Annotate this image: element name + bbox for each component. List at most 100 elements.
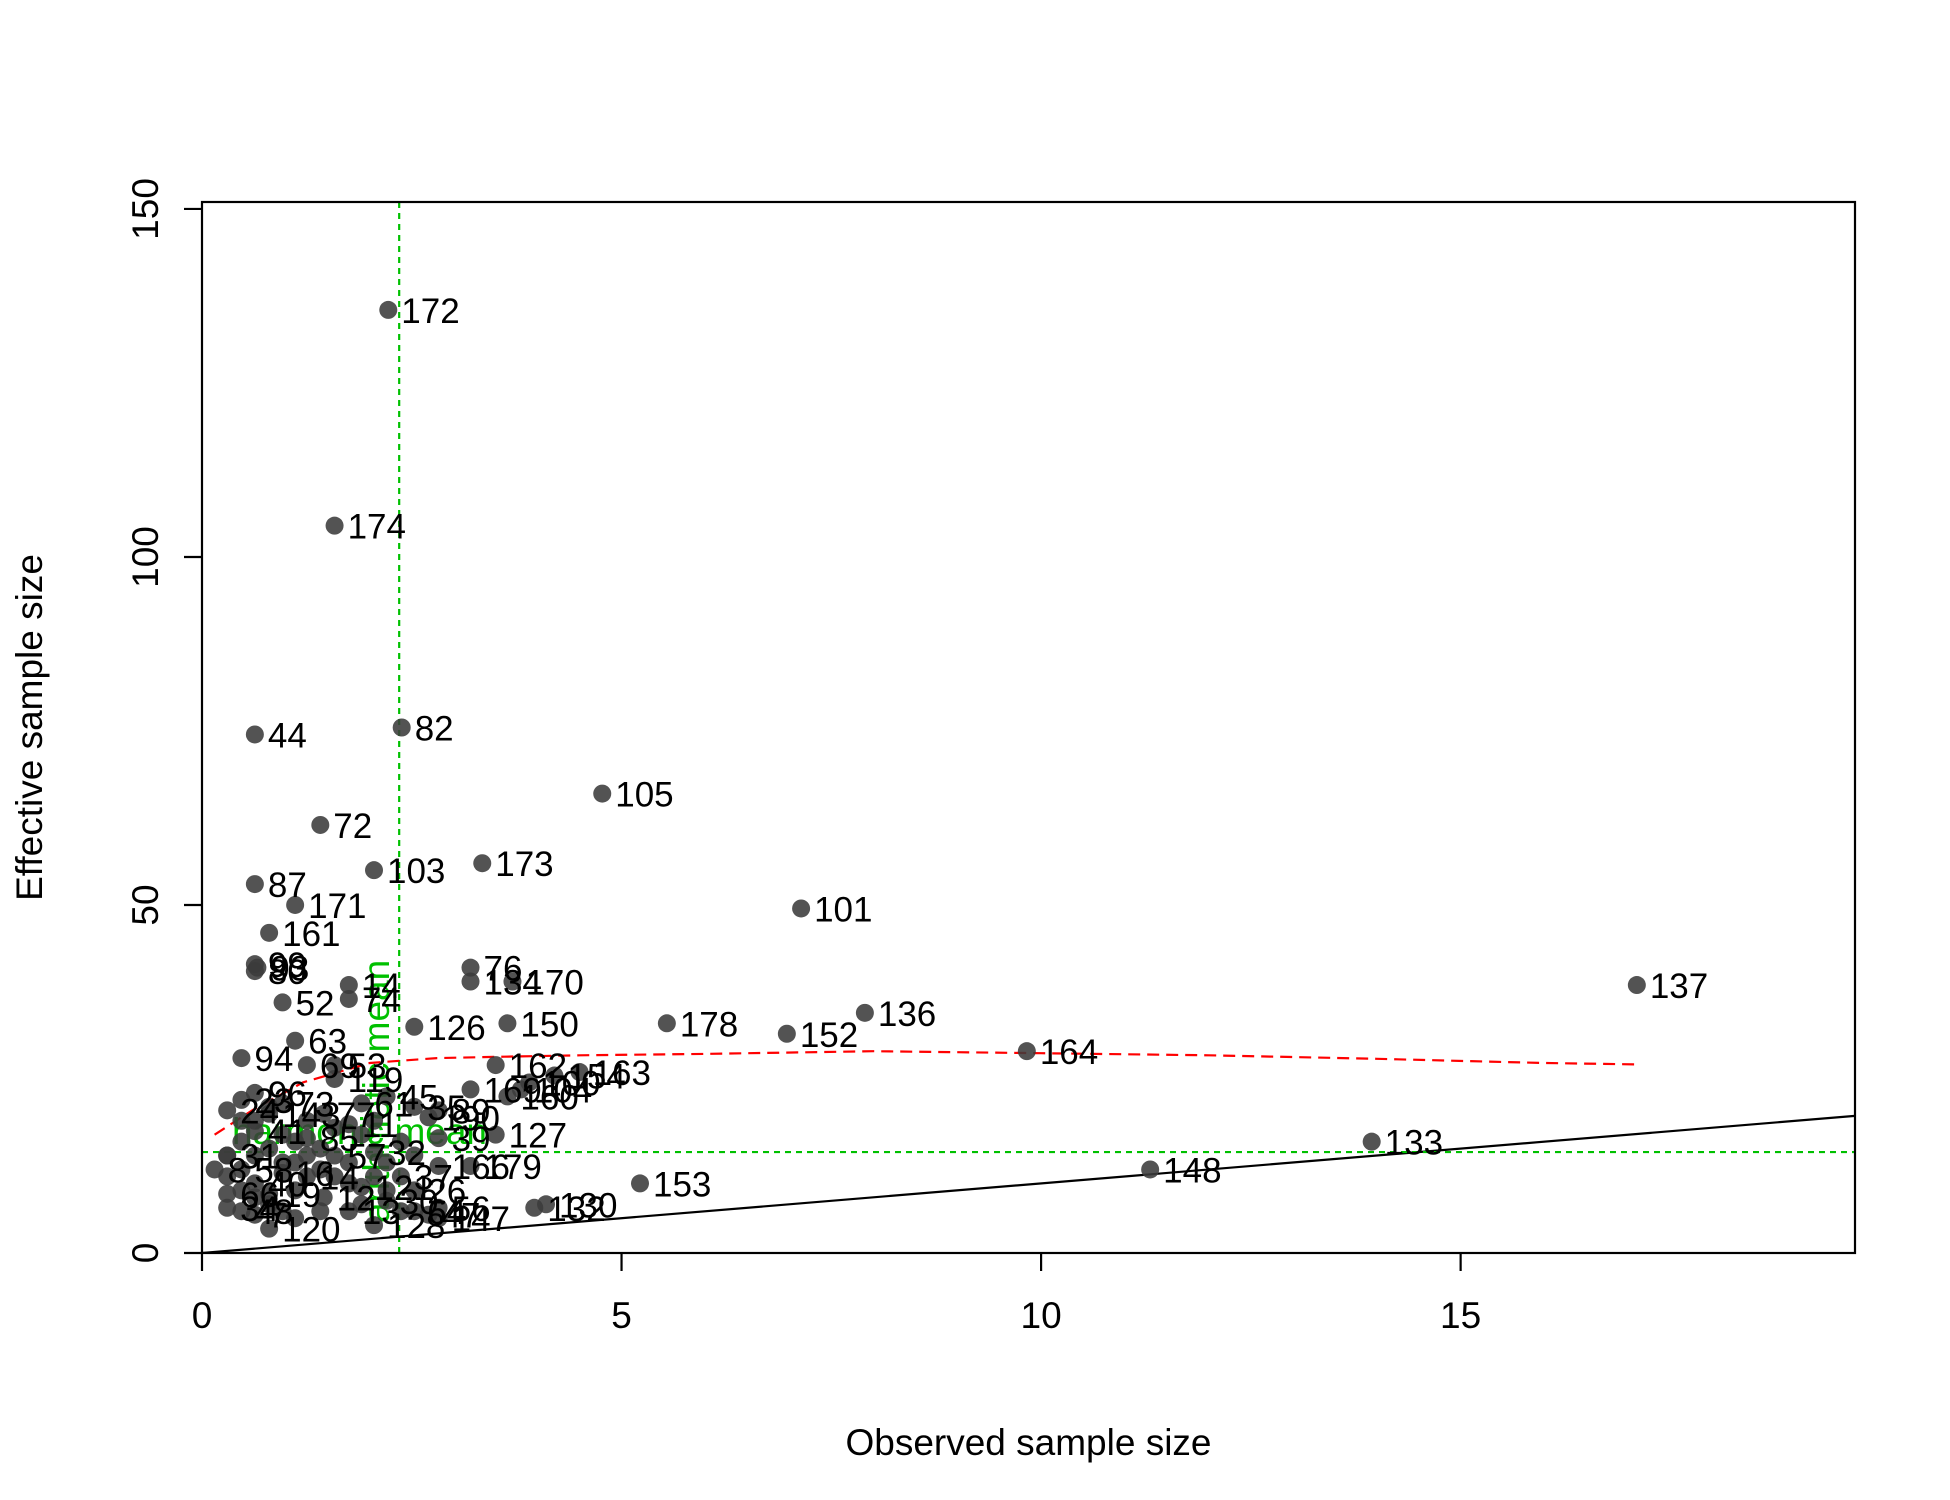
scatter-point	[525, 1198, 544, 1217]
point-label: 126	[427, 1009, 485, 1048]
scatter-point	[429, 1156, 448, 1175]
scatter-point	[260, 1139, 279, 1158]
scatter-point	[339, 976, 358, 995]
scatter-point	[339, 989, 358, 1008]
point-label: 48	[254, 1193, 293, 1232]
trend-line	[214, 1050, 1637, 1136]
point-label: 162	[509, 1047, 567, 1086]
point-label: 58	[254, 1151, 293, 1190]
scatter-point	[365, 1143, 384, 1162]
point-label: 101	[814, 890, 872, 929]
scatter-point	[593, 784, 612, 803]
point-label: 74	[362, 981, 401, 1020]
point-label: 39	[452, 1120, 491, 1159]
point-label: 103	[387, 852, 445, 891]
x-axis-title: Observed sample size	[845, 1422, 1211, 1463]
point-label: 164	[1040, 1033, 1098, 1072]
scatter-point	[352, 1177, 371, 1196]
scatter-point	[286, 1181, 305, 1200]
scatter-point	[245, 1083, 264, 1102]
point-label: 128	[387, 1207, 445, 1246]
scatter-point	[325, 516, 344, 535]
point-label: 24	[240, 1092, 279, 1131]
point-label: 16	[296, 1155, 335, 1194]
point-label: 73	[296, 1085, 335, 1124]
point-label: 154	[567, 1058, 625, 1097]
scatter-point	[405, 1097, 424, 1116]
point-label: 99	[268, 946, 307, 985]
scatter-point	[297, 1111, 316, 1130]
y-tick-label: 150	[125, 178, 166, 240]
point-label: 35	[427, 1089, 466, 1128]
point-label: 152	[800, 1016, 858, 1055]
scatter-point	[777, 1024, 796, 1043]
scatter-point	[461, 972, 480, 991]
point-label: 34	[240, 1190, 279, 1229]
scatter-point	[297, 1146, 316, 1165]
scatter-point	[218, 1101, 237, 1120]
point-label: 77	[337, 1096, 376, 1135]
scatter-point	[657, 1014, 676, 1033]
point-label: 104	[534, 1071, 592, 1110]
point-label: 40	[268, 1165, 307, 1204]
point-label: 14	[362, 967, 401, 1006]
scatter-point	[405, 1017, 424, 1036]
scatter-point	[245, 1146, 264, 1165]
scatter-point	[218, 1146, 237, 1165]
scatter-point	[232, 1181, 251, 1200]
scatter-point	[377, 1191, 396, 1210]
scatter-point	[365, 1216, 384, 1235]
scatter-point	[311, 1160, 330, 1179]
point-label: 7	[268, 1197, 287, 1236]
point-label: 105	[615, 776, 673, 815]
scatter-point	[286, 1031, 305, 1050]
point-label: 179	[484, 1148, 542, 1187]
scatter-point	[245, 1188, 264, 1207]
point-label: 130	[559, 1186, 617, 1225]
x-tick-label: 15	[1440, 1295, 1481, 1336]
scatter-point	[325, 1056, 344, 1075]
scatter-point	[503, 972, 522, 991]
point-label: 93	[270, 950, 309, 989]
point-label: 190	[442, 1099, 500, 1138]
point-label: 82	[415, 710, 454, 749]
point-label: 148	[1163, 1151, 1221, 1190]
scatter-point	[631, 1174, 650, 1193]
point-label: 32	[387, 1134, 426, 1173]
scatter-point	[232, 1132, 251, 1151]
scatter-point	[461, 1080, 480, 1099]
point-label: 87	[268, 866, 307, 905]
scatter-point	[429, 1209, 448, 1228]
scatter-point	[232, 1090, 251, 1109]
point-label: 57	[348, 1138, 387, 1177]
scatter-point	[377, 1153, 396, 1172]
scatter-point	[486, 1125, 505, 1144]
scatter-point	[392, 718, 411, 737]
scatter-point	[461, 1156, 480, 1175]
point-label: 8	[228, 1151, 247, 1190]
point-label: 172	[401, 292, 459, 331]
point-label: 119	[348, 1061, 404, 1100]
point-label: 64	[427, 1193, 466, 1232]
point-label: 171	[308, 887, 366, 926]
point-label: 69	[320, 1047, 359, 1086]
scatter-point	[365, 1167, 384, 1186]
scatter-point	[297, 1167, 316, 1186]
scatter-point	[314, 1188, 333, 1207]
point-label: 120	[282, 1211, 340, 1250]
point-label: 100	[542, 1064, 600, 1103]
point-label: 19	[282, 1176, 321, 1215]
scatter-point	[1141, 1160, 1160, 1179]
scatter-point	[405, 1202, 424, 1221]
scatter-point	[339, 1202, 358, 1221]
scatter-point	[461, 958, 480, 977]
y-tick-label: 50	[125, 884, 166, 925]
scatter-point	[419, 1108, 438, 1127]
scatter-point	[855, 1003, 874, 1022]
scatter-point	[260, 1219, 279, 1238]
point-label: 166	[452, 1148, 510, 1187]
scatter-point	[352, 1125, 371, 1144]
point-label: 44	[268, 716, 307, 755]
scatter-point	[339, 1153, 358, 1172]
